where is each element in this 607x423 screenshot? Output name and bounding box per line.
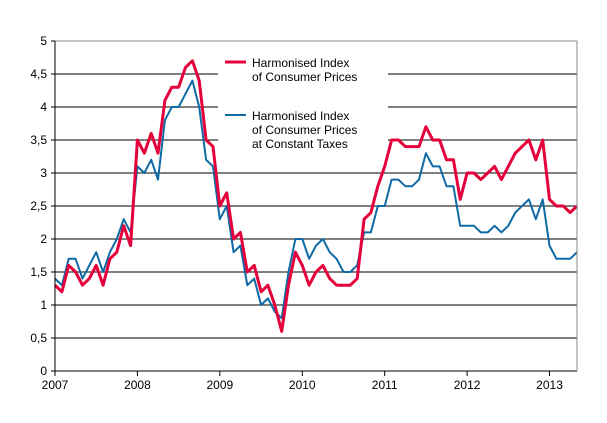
series-lines	[53, 59, 579, 333]
series-line-hicp-constant-taxes	[54, 79, 578, 320]
y-tick-label: 5	[40, 34, 47, 48]
y-tick-label: 3,5	[30, 133, 47, 147]
y-tick-label: 0,5	[30, 331, 47, 345]
series-line-hicp	[53, 59, 579, 333]
y-tick-label: 2,5	[30, 199, 47, 213]
y-tick-label: 4	[40, 100, 47, 114]
x-tick-label: 2011	[372, 378, 398, 392]
legend-label: Harmonised Index	[252, 109, 349, 123]
y-tick-label: 3	[40, 166, 47, 180]
x-tick-label: 2013	[536, 378, 563, 392]
y-tick-label: 1,5	[30, 265, 47, 279]
y-tick-label: 2	[40, 232, 47, 246]
legend-label: of Consumer Prices	[252, 70, 357, 84]
x-tick-label: 2012	[454, 378, 481, 392]
axes: 0 0,5 1 1,5 2 2,5 3 3,5 4 4,5 5 2007 2008 2009 2010 201…	[30, 34, 578, 392]
legend-label: at Constant Taxes	[252, 137, 348, 151]
y-tick-label: 4,5	[30, 67, 47, 81]
x-tick-label: 2009	[206, 378, 233, 392]
x-tick-label: 2007	[42, 378, 69, 392]
legend-label: Harmonised Index	[252, 56, 349, 70]
legend-background	[218, 50, 388, 158]
x-tick-label: 2008	[124, 378, 151, 392]
legend-label: of Consumer Prices	[252, 123, 357, 137]
x-tick-label: 2010	[289, 378, 316, 392]
y-tick-label: 1	[40, 298, 47, 312]
y-tick-label: 0	[40, 364, 47, 378]
